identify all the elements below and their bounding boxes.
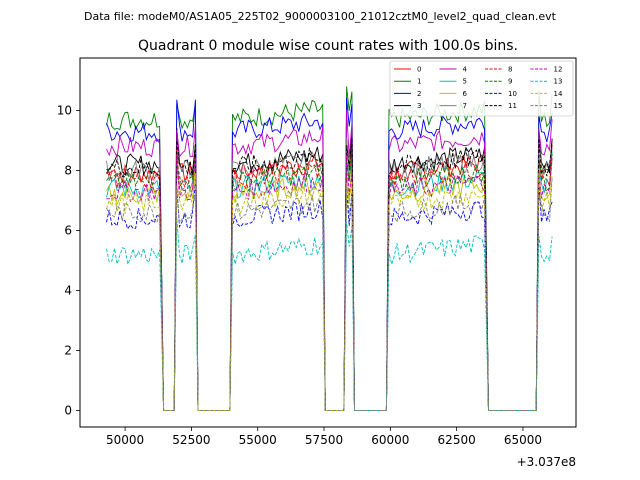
x-tick-label: 62500 — [438, 433, 476, 447]
legend-label-4: 4 — [463, 66, 468, 74]
x-tick-label: 65000 — [504, 433, 542, 447]
series-line-15 — [106, 177, 553, 411]
legend-label-2: 2 — [417, 90, 421, 98]
x-tick-label: 57500 — [305, 433, 343, 447]
legend-label-12: 12 — [554, 66, 563, 74]
x-tick-label: 55000 — [239, 433, 277, 447]
legend-label-8: 8 — [508, 66, 512, 74]
x-offset-label: +3.037e8 — [517, 455, 576, 469]
y-tick-label: 10 — [57, 104, 72, 118]
legend-label-15: 15 — [554, 102, 563, 110]
legend-label-0: 0 — [417, 66, 421, 74]
x-tick-label: 50000 — [106, 433, 144, 447]
x-axis: 50000 52500 55000 57500 60000 62500 65000 — [106, 427, 542, 447]
legend-label-6: 6 — [463, 90, 468, 98]
series-line-10 — [106, 181, 553, 411]
plot-frame — [79, 57, 577, 428]
x-tick-label: 60000 — [371, 433, 409, 447]
chart-title: Quadrant 0 module wise count rates with … — [138, 38, 518, 54]
y-tick-label: 6 — [64, 224, 72, 238]
legend-box — [389, 60, 574, 117]
legend-label-1: 1 — [417, 78, 421, 86]
y-tick-label: 4 — [64, 284, 72, 298]
legend-label-14: 14 — [554, 90, 563, 98]
series-layer — [106, 86, 553, 411]
y-tick-label: 0 — [64, 404, 72, 418]
legend-label-3: 3 — [417, 102, 421, 110]
legend-label-9: 9 — [508, 78, 512, 86]
y-tick-label: 2 — [64, 344, 72, 358]
legend-label-5: 5 — [463, 78, 467, 86]
y-axis: 0 2 4 6 8 10 — [57, 104, 80, 418]
x-tick-label: 52500 — [172, 433, 210, 447]
legend-label-7: 7 — [463, 102, 467, 110]
chart-suptitle: Data file: modeM0/AS1A05_225T02_90000031… — [84, 10, 557, 23]
legend-label-11: 11 — [508, 102, 517, 110]
legend-label-10: 10 — [508, 90, 517, 98]
y-tick-label: 8 — [64, 164, 72, 178]
legend-label-13: 13 — [554, 78, 563, 86]
